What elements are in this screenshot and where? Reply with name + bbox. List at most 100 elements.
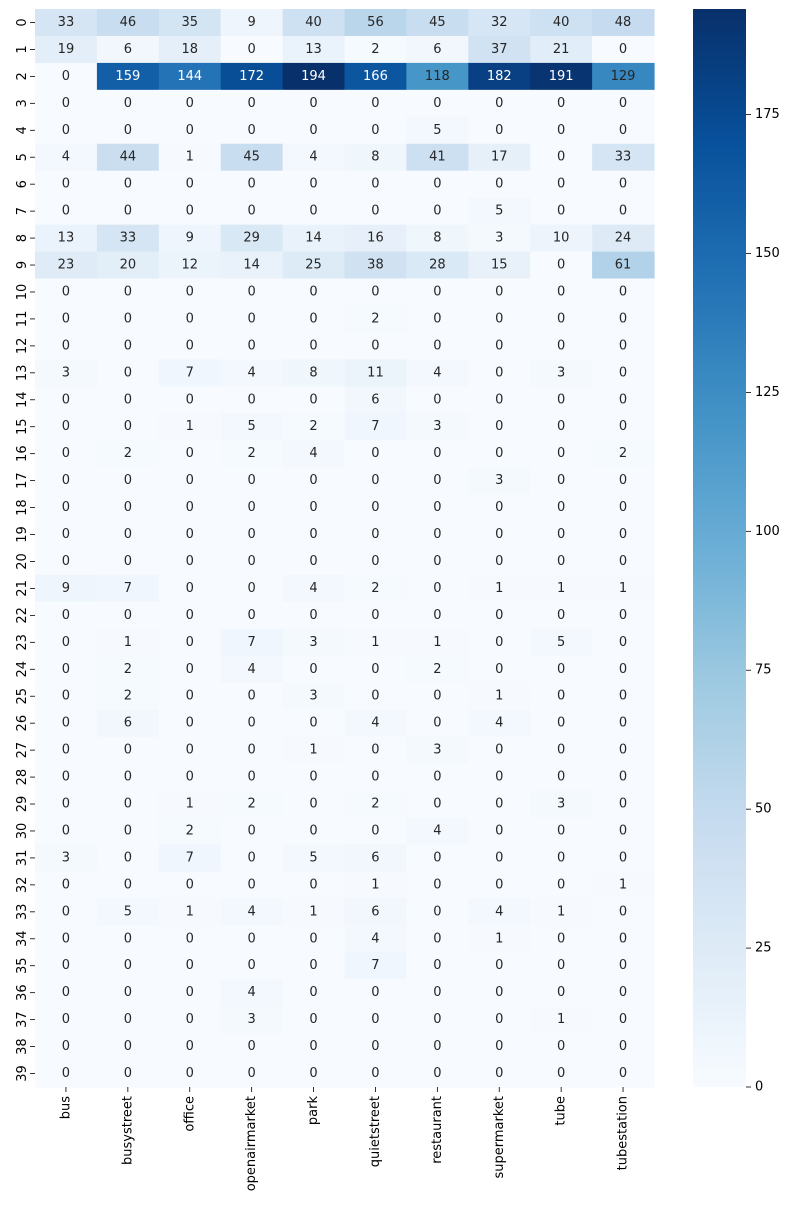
cell-value-label: 0 (62, 177, 70, 192)
heatmap-cell-r2-c2 (158, 62, 222, 91)
heatmap-cell-r5-c9 (592, 143, 655, 172)
heatmap-cell-r9-c4 (282, 251, 346, 280)
y-tick-label-6: 6 (15, 180, 30, 188)
heatmap-cell-r5-c0 (35, 143, 98, 172)
heatmap-cell-r22-c2 (158, 601, 222, 630)
heatmap-cell-r4-c3 (220, 116, 284, 145)
cell-value-label: 0 (248, 1039, 256, 1054)
cell-value-label: 0 (433, 797, 441, 812)
heatmap-cell-r2-c8 (530, 62, 593, 91)
cell-value-label: 1 (309, 743, 317, 758)
y-tick-label-33: 33 (15, 904, 30, 921)
heatmap-cell-r15-c3 (220, 413, 284, 441)
colorbar-gradient (693, 9, 746, 1087)
cell-value-label: 0 (619, 177, 627, 192)
cell-value-label: 0 (433, 284, 441, 299)
heatmap-cell-r10-c6 (406, 278, 469, 307)
heatmap-cell-r15-c8 (530, 413, 593, 441)
cell-value-label: 0 (619, 527, 627, 542)
cell-value-label: 0 (62, 1066, 70, 1081)
cell-value-label: 129 (611, 69, 636, 84)
cell-value-label: 0 (124, 823, 132, 838)
heatmap-cell-r32-c6 (406, 871, 469, 899)
cell-value-label: 0 (62, 1012, 70, 1027)
cell-value-label: 0 (248, 770, 256, 785)
cell-value-label: 3 (495, 231, 503, 246)
heatmap-cell-r7-c1 (96, 197, 160, 226)
cell-value-label: 4 (309, 446, 317, 461)
cell-value-label: 0 (557, 527, 565, 542)
cell-value-label: 0 (248, 850, 256, 865)
heatmap-cell-r0-c1 (96, 9, 160, 37)
heatmap-cells (35, 9, 655, 1088)
heatmap-cell-r27-c2 (158, 736, 222, 765)
cell-value-label: 2 (186, 823, 194, 838)
heatmap-cell-r11-c9 (592, 305, 655, 333)
cell-value-label: 0 (186, 96, 194, 111)
heatmap-cell-r11-c3 (220, 305, 284, 333)
cell-value-label: 25 (305, 258, 322, 273)
heatmap-cell-r30-c8 (530, 817, 593, 846)
cell-value-label: 0 (186, 958, 194, 973)
cell-value-label: 2 (309, 419, 317, 434)
heatmap-cell-r33-c3 (220, 898, 284, 926)
cell-value-label: 0 (248, 743, 256, 758)
cell-value-label: 0 (433, 527, 441, 542)
cell-value-label: 4 (248, 985, 256, 1000)
heatmap-cell-r3-c9 (592, 89, 655, 118)
cell-value-label: 0 (371, 338, 379, 353)
heatmap-cell-r24-c9 (592, 655, 655, 684)
heatmap-cell-r38-c1 (96, 1033, 160, 1061)
cell-value-label: 7 (186, 365, 194, 380)
cell-value-label: 1 (186, 419, 194, 434)
heatmap-cell-r29-c4 (282, 790, 346, 819)
cell-value-label: 1 (619, 581, 627, 596)
heatmap-cell-r31-c6 (406, 844, 469, 872)
heatmap-cell-r20-c7 (468, 548, 531, 576)
heatmap-cell-r3-c5 (344, 89, 407, 118)
heatmap-cell-r28-c3 (220, 763, 284, 792)
heatmap-cell-r31-c7 (468, 844, 531, 872)
heatmap-cell-r18-c4 (282, 494, 346, 522)
y-tick-label-38: 38 (15, 1038, 30, 1055)
cell-value-label: 0 (309, 500, 317, 515)
heatmap-cell-r36-c3 (220, 979, 284, 1007)
cell-value-label: 0 (495, 743, 503, 758)
cell-value-label: 0 (495, 1039, 503, 1054)
heatmap-cell-r34-c1 (96, 925, 160, 953)
cell-value-label: 0 (309, 716, 317, 731)
heatmap-cell-r4-c1 (96, 116, 160, 145)
heatmap-cell-r34-c0 (35, 925, 98, 953)
heatmap-cell-r6-c6 (406, 170, 469, 199)
heatmap-cell-r19-c9 (592, 521, 655, 549)
cell-value-label: 0 (495, 958, 503, 973)
heatmap-cell-r11-c6 (406, 305, 469, 333)
heatmap-cell-r27-c6 (406, 736, 469, 765)
heatmap-cell-r23-c4 (282, 628, 346, 657)
heatmap-cell-r7-c8 (530, 197, 593, 226)
cell-value-label: 0 (619, 770, 627, 785)
heatmap-cell-r20-c6 (406, 548, 469, 576)
heatmap-cell-r4-c8 (530, 116, 593, 145)
y-tick-label-24: 24 (15, 661, 30, 678)
cell-value-label: 0 (186, 662, 194, 677)
cell-value-label: 0 (124, 554, 132, 569)
heatmap-cell-r1-c6 (406, 35, 469, 64)
cell-value-label: 0 (62, 123, 70, 138)
heatmap-cell-r36-c7 (468, 979, 531, 1007)
cell-value-label: 29 (243, 231, 260, 246)
cell-value-label: 2 (371, 311, 379, 326)
heatmap-cell-r22-c3 (220, 601, 284, 630)
y-tick-label-31: 31 (15, 850, 30, 867)
heatmap-cell-r0-c8 (530, 9, 593, 37)
heatmap-cell-r7-c2 (158, 197, 222, 226)
cell-value-label: 0 (186, 554, 194, 569)
cell-value-label: 0 (557, 877, 565, 892)
heatmap-cell-r13-c9 (592, 359, 655, 387)
heatmap-cell-r37-c1 (96, 1006, 160, 1034)
cell-value-label: 0 (557, 662, 565, 677)
colorbar-tick-label-75: 75 (755, 663, 772, 678)
cell-value-label: 56 (367, 15, 384, 30)
cell-value-label: 9 (186, 231, 194, 246)
cell-value-label: 5 (433, 123, 441, 138)
